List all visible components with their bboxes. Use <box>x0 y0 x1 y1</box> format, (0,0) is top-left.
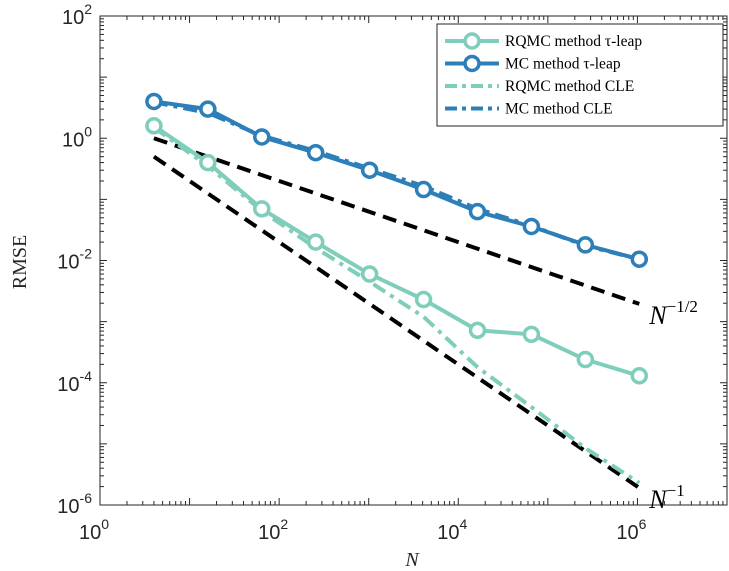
data-point <box>306 233 325 251</box>
y-tick-label: 10-2 <box>57 246 92 274</box>
data-point <box>522 217 541 236</box>
data-point <box>145 117 163 135</box>
legend-item: MC method CLE <box>445 101 613 118</box>
legend-item: RQMC method CLE <box>445 78 634 95</box>
series-line <box>153 99 640 262</box>
reference-label-half: N−1/2 <box>648 297 698 330</box>
axes: 100 102 104 106 10-6 10-4 10-2 100 102 <box>57 1 728 544</box>
legend-item: RQMC method τ-leap <box>445 32 642 50</box>
data-point <box>468 321 487 340</box>
series-line <box>152 124 640 378</box>
data-point <box>145 92 163 111</box>
reference-label-one: N−1 <box>648 481 684 514</box>
data-point <box>468 202 487 221</box>
x-tick-label: 102 <box>258 516 288 544</box>
x-axis-title: N <box>404 549 420 571</box>
data-point <box>306 143 325 162</box>
data-point <box>414 290 433 309</box>
legend-marker <box>463 32 481 50</box>
reference-line-half <box>153 136 640 306</box>
y-axis-title: RMSE <box>9 235 31 289</box>
data-point <box>630 250 649 268</box>
legend: RQMC method τ-leap MC method τ-leap RQMC m… <box>436 23 724 127</box>
series-0 <box>145 117 649 385</box>
legend-label: RQMC method CLE <box>505 78 634 95</box>
data-point <box>360 161 379 179</box>
legend-label: RQMC method τ-leap <box>505 33 642 50</box>
x-tick-label: 106 <box>616 516 646 544</box>
reference-line-one <box>152 154 641 490</box>
data-point <box>576 350 595 369</box>
data-point <box>414 180 433 199</box>
data-point <box>253 200 271 218</box>
legend-label: MC method τ-leap <box>505 56 621 73</box>
x-tick-label: 100 <box>79 516 109 544</box>
legend-label: MC method CLE <box>505 101 613 118</box>
y-tick-label: 100 <box>62 123 92 151</box>
data-point <box>522 325 541 344</box>
reference-lines: N−1/2 N−1 <box>152 136 698 514</box>
data-point <box>576 236 595 254</box>
data-point <box>360 265 379 283</box>
series-line <box>152 125 641 485</box>
series-1 <box>145 92 649 268</box>
y-tick-label: 102 <box>62 1 92 29</box>
legend-marker <box>463 54 481 73</box>
data-point <box>630 367 649 385</box>
y-tick-label: 10-6 <box>57 490 92 518</box>
data-point <box>199 100 217 118</box>
y-tick-label: 10-4 <box>57 368 92 396</box>
series-2 <box>152 125 641 485</box>
legend-item: MC method τ-leap <box>445 54 621 73</box>
data-point <box>253 128 271 146</box>
series-lines <box>145 92 649 485</box>
x-tick-label: 104 <box>437 516 467 544</box>
data-point <box>199 153 217 172</box>
